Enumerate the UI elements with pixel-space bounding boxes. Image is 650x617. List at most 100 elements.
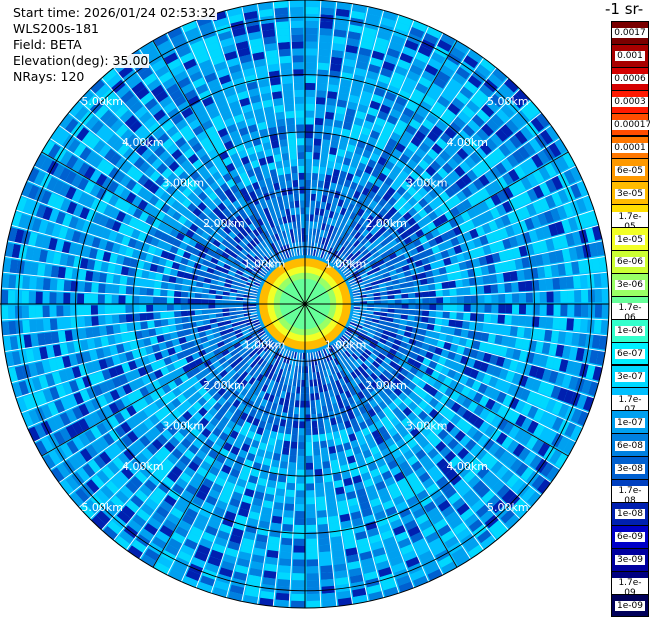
ppi-gate xyxy=(300,408,305,415)
ppi-gate xyxy=(98,294,105,304)
ppi-gate xyxy=(408,309,415,314)
ppi-gate xyxy=(295,518,305,525)
ppi-gate xyxy=(330,64,342,72)
ppi-gate xyxy=(300,401,305,408)
ppi-gate xyxy=(503,325,511,335)
ppi-gate xyxy=(292,55,304,62)
ppi-gate xyxy=(1,306,8,320)
range-label: 2.00km xyxy=(365,379,407,392)
ppi-gate xyxy=(321,579,334,587)
ppi-gate xyxy=(287,483,296,491)
ppi-gate xyxy=(295,400,300,407)
ppi-gate xyxy=(181,292,188,298)
ppi-gate xyxy=(553,304,560,316)
ppi-gate xyxy=(409,304,416,309)
ppi-gate xyxy=(285,497,295,505)
ppi-gate xyxy=(296,497,305,504)
ppi-gate xyxy=(450,296,457,303)
ppi-gate xyxy=(283,524,294,532)
ppi-gate xyxy=(275,21,288,29)
ppi-gate xyxy=(29,291,36,304)
ppi-gate xyxy=(305,152,312,159)
ppi-gate xyxy=(323,125,332,133)
ppi-gate xyxy=(518,281,526,292)
ppi-gate xyxy=(289,462,297,469)
ppi-gate xyxy=(321,572,334,580)
ppi-gate xyxy=(305,111,314,118)
ppi-gate xyxy=(202,294,209,299)
ppi-gate xyxy=(174,305,181,311)
ppi-gate xyxy=(316,83,327,91)
ppi-gate xyxy=(291,28,304,35)
ppi-gate xyxy=(316,90,326,98)
colorbar-cell: 6e-06 xyxy=(611,250,649,274)
ppi-gate xyxy=(422,304,429,310)
ppi-gate xyxy=(120,324,128,333)
ppi-gate xyxy=(450,304,457,311)
ppi-gate xyxy=(305,90,315,97)
ppi-gate xyxy=(435,318,443,325)
ppi-gate xyxy=(306,476,314,483)
ppi-gate xyxy=(99,273,107,283)
ppi-gate xyxy=(297,152,304,159)
ppi-gate xyxy=(22,291,29,304)
range-label: 5.00km xyxy=(81,95,123,108)
ppi-gate xyxy=(294,90,304,97)
ppi-gate xyxy=(126,277,134,286)
ppi-gate xyxy=(408,298,415,303)
ppi-gate xyxy=(306,518,316,525)
ppi-gate xyxy=(298,449,305,456)
ppi-gate xyxy=(305,0,319,7)
ppi-gate xyxy=(295,511,305,518)
colorbar-tick-label: 0.0006 xyxy=(612,74,648,84)
ppi-gate xyxy=(215,300,222,304)
ppi-gate xyxy=(307,594,321,601)
ppi-gate xyxy=(272,516,283,524)
ppi-gate xyxy=(153,305,160,312)
ppi-gate xyxy=(317,63,329,71)
ppi-gate xyxy=(322,139,330,147)
ppi-gate xyxy=(293,546,305,553)
ppi-gate xyxy=(58,267,66,279)
ppi-gate xyxy=(85,328,93,339)
ppi-gate xyxy=(146,288,153,296)
ppi-gate xyxy=(305,207,309,214)
ppi-gate xyxy=(322,593,336,601)
ppi-gate xyxy=(539,279,547,291)
ppi-gate xyxy=(429,311,436,317)
ppi-gate xyxy=(296,124,304,131)
ppi-gate xyxy=(295,104,304,111)
ppi-gate xyxy=(449,288,456,295)
ppi-gate xyxy=(324,112,334,120)
ppi-gate xyxy=(315,476,324,484)
ppi-gate xyxy=(315,111,324,119)
ppi-gate xyxy=(293,414,299,421)
ppi-gate xyxy=(181,298,188,304)
ppi-gate xyxy=(160,305,167,312)
elevation-text: Elevation(deg): 35.00 xyxy=(12,54,149,68)
ppi-gate xyxy=(305,117,314,124)
ppi-gate xyxy=(276,28,289,36)
ppi-gate xyxy=(160,297,167,304)
ppi-gate xyxy=(292,428,298,435)
ppi-gate xyxy=(290,159,297,166)
ppi-gate xyxy=(276,119,285,127)
ppi-gate xyxy=(299,435,305,442)
ppi-gate xyxy=(305,221,309,228)
ppi-gate xyxy=(305,41,317,48)
ppi-gate xyxy=(510,270,518,281)
ppi-gate xyxy=(560,290,567,302)
ppi-gate xyxy=(436,297,443,303)
ppi-gate xyxy=(559,317,567,329)
ppi-gate xyxy=(305,166,311,173)
ppi-gate xyxy=(281,76,292,84)
ppi-gate xyxy=(288,145,296,152)
colorbar-tick-label: 0.0001 xyxy=(612,143,648,153)
ppi-gate xyxy=(84,294,91,304)
ppi-gate xyxy=(167,298,174,304)
ppi-gate xyxy=(146,305,153,312)
colorbar-cell: 1.7e-09 xyxy=(611,571,649,595)
ppi-gate xyxy=(313,138,321,145)
ppi-gate xyxy=(297,159,304,166)
ppi-gate xyxy=(64,318,72,330)
